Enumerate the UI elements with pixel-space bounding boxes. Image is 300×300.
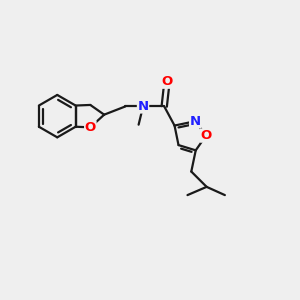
Text: O: O xyxy=(200,129,212,142)
Text: O: O xyxy=(85,121,96,134)
Text: N: N xyxy=(190,115,201,128)
Text: N: N xyxy=(137,100,148,113)
Text: O: O xyxy=(161,75,172,88)
